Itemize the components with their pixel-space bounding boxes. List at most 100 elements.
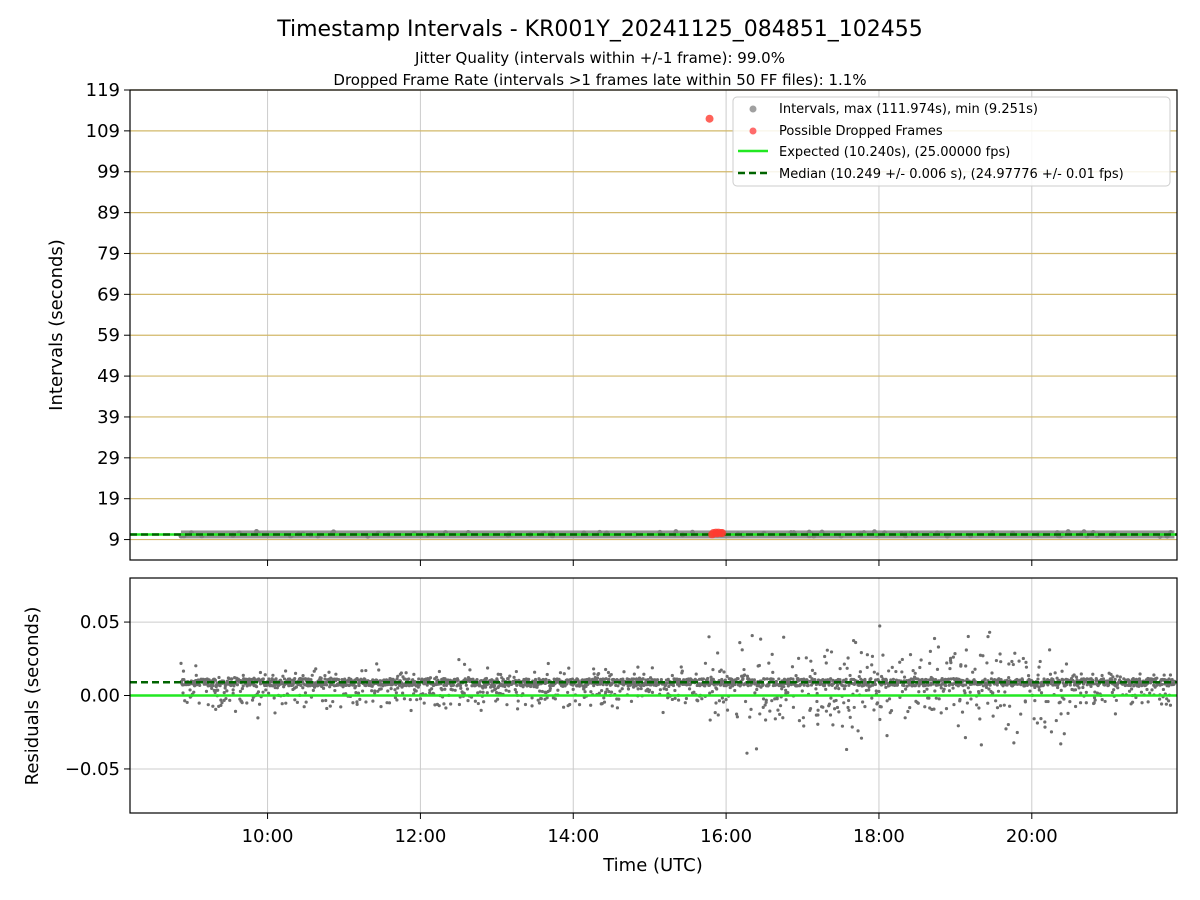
residual-point [662,687,666,691]
residual-point [536,698,540,702]
residual-point [628,683,632,687]
intervals-ytick-label: 9 [109,530,120,551]
residual-point [409,708,413,713]
residuals-data [130,624,1177,755]
residual-point [314,667,318,671]
residual-point [363,678,367,682]
residual-point [650,690,655,694]
residual-point [1115,674,1119,678]
residual-point [758,712,762,716]
residual-point [796,679,800,683]
residual-point [973,667,977,671]
residual-point [658,688,663,692]
residual-point [733,682,737,687]
residual-point [341,685,345,689]
residual-point [324,698,328,703]
residual-point [387,701,392,705]
residual-point [764,700,768,705]
residual-point [988,630,992,634]
residual-point [293,698,297,702]
residual-point [395,677,399,681]
residual-point [1113,712,1118,716]
residuals-ytick-label: −0.05 [65,759,120,780]
residual-point [1068,700,1072,704]
residual-point [616,684,620,688]
residual-point [304,700,308,704]
residual-point [716,651,720,655]
residual-point [1092,696,1097,700]
residual-point [713,710,717,715]
residual-point [411,678,415,682]
residual-point [508,674,512,678]
residual-point [1053,671,1057,675]
residual-point [829,696,833,700]
residual-point [544,677,548,681]
residual-point [272,696,276,700]
residual-point [1048,648,1052,652]
residual-point [373,689,377,693]
residual-point [371,699,375,703]
residual-point [979,743,983,747]
residual-point [890,665,894,669]
residual-point [597,671,601,676]
residual-point [761,682,765,687]
residual-point [1129,687,1134,691]
residual-point [233,709,238,713]
residual-point [701,677,706,681]
residual-point [977,706,981,710]
residual-point [408,698,412,702]
residual-point [743,673,747,677]
residual-point [720,696,724,700]
residual-point [553,697,557,701]
residual-point [457,657,461,662]
residual-point [210,686,214,690]
residual-point [900,657,904,662]
residual-point [219,703,223,707]
residual-point [529,684,533,689]
residual-point [996,689,1001,693]
residual-point [794,674,798,678]
residual-point [864,688,868,693]
residual-point [816,708,820,712]
residual-point [516,707,520,711]
residual-point [1111,675,1115,679]
residual-point [714,701,718,705]
residual-point [797,656,801,660]
residual-point [869,677,873,681]
residual-point [673,688,677,693]
residual-point [442,683,446,687]
residual-point [494,687,498,691]
residual-point [211,683,215,688]
residual-point [889,708,894,713]
residual-point [442,702,446,706]
residual-point [354,684,358,688]
residual-point [835,683,840,687]
residual-point [919,658,923,662]
residual-point [444,706,448,710]
residual-point [595,676,600,680]
residual-point [718,683,723,687]
residual-point [716,713,720,717]
residual-point [1118,675,1122,679]
intervals-ytick-label: 49 [97,366,120,387]
residual-point [775,697,779,701]
residual-point [231,691,235,695]
residual-point [949,661,953,665]
residual-point [327,670,331,674]
residual-point [475,677,479,682]
residual-point [1015,730,1019,735]
residual-point [609,672,613,677]
residual-point [872,708,876,712]
residual-point [994,658,999,663]
residual-point [235,683,240,687]
residual-point [833,686,838,690]
residual-point [964,648,968,652]
residual-point [963,736,968,740]
residual-point [894,669,898,674]
legend-label-intervals: Intervals, max (111.974s), min (9.251s) [779,102,1038,117]
residual-point [1023,699,1027,703]
residual-point [241,684,245,688]
intervals-frame [129,89,1178,561]
residual-point [499,672,503,677]
residual-point [494,691,499,695]
